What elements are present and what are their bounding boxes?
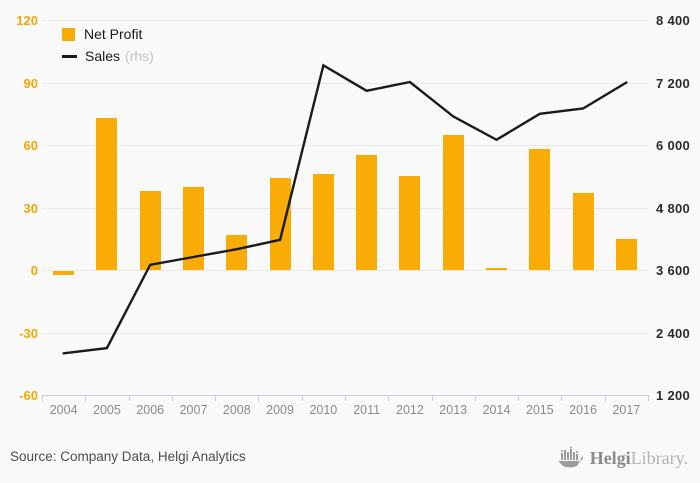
net-profit-bar [139, 190, 161, 270]
x-axis-label: 2008 [222, 403, 251, 417]
net-profit-bar [486, 267, 507, 270]
source-note: Source: Company Data, Helgi Analytics [10, 449, 246, 464]
legend: Net Profit Sales (rhs) [62, 26, 154, 71]
x-axis-label: 2010 [309, 403, 338, 417]
x-axis-tick [258, 395, 260, 401]
right-axis-label: 3 600 [656, 263, 691, 278]
net-profit-bar [442, 134, 464, 270]
x-axis-label: 2011 [353, 403, 381, 417]
grid-line [42, 20, 648, 21]
grid-line [42, 82, 648, 84]
x-axis-label: 2004 [49, 403, 78, 417]
left-axis-label: 0 [30, 263, 38, 278]
right-axis-label: 6 000 [656, 138, 691, 153]
x-axis-tick [474, 395, 476, 401]
x-axis-tick [518, 395, 520, 401]
net-profit-bar [183, 186, 204, 270]
net-profit-bar [269, 178, 291, 270]
helgi-library-logo: HelgiLibrary. [557, 446, 688, 470]
right-axis-label: 4 800 [656, 200, 691, 216]
x-axis-tick [42, 395, 43, 401]
helgi-ship-icon [557, 446, 583, 468]
left-axis-label: 120 [16, 13, 38, 28]
logo-wordmark: HelgiLibrary. [590, 448, 688, 469]
left-axis-label: 90 [23, 75, 38, 91]
right-axis-label: 7 200 [656, 75, 691, 91]
x-axis-tick [561, 395, 563, 401]
grid-line [42, 332, 648, 334]
logo-helgi: Helgi [589, 447, 631, 468]
sales-line-swatch-icon [62, 54, 77, 58]
net-profit-bar [226, 234, 248, 270]
x-axis-tick [388, 395, 390, 401]
x-axis-label: 2007 [179, 403, 208, 417]
right-axis-label: 8 400 [656, 13, 691, 28]
left-axis-label: -30 [19, 325, 38, 341]
x-axis-label: 2015 [525, 403, 554, 417]
x-axis-label: 2013 [439, 403, 468, 417]
left-axis-label: -60 [19, 388, 38, 403]
net-profit-bar [356, 155, 378, 270]
x-axis-label: 2005 [93, 403, 121, 417]
x-axis-tick [171, 395, 173, 401]
net-profit-bar [96, 117, 118, 270]
x-axis-tick [604, 395, 606, 401]
x-axis-label: 2016 [569, 403, 597, 417]
x-axis-label: 2009 [266, 403, 294, 417]
x-axis-tick [128, 395, 130, 401]
x-axis-label: 2012 [396, 403, 424, 417]
logo-library: Library. [630, 447, 688, 468]
net-profit-bar [399, 176, 421, 270]
grid-line [42, 270, 648, 271]
legend-net-profit-label: Net Profit [84, 26, 143, 42]
legend-sales-suffix: (rhs) [125, 48, 154, 64]
x-axis-tick [215, 395, 217, 401]
x-axis-label: 2014 [482, 403, 511, 417]
net-profit-swatch-icon [62, 27, 75, 41]
left-axis-label: 30 [23, 200, 38, 216]
left-axis-label: 60 [23, 138, 38, 153]
legend-sales-label: Sales [85, 48, 121, 64]
x-axis-tick [85, 395, 87, 401]
net-profit-bar [572, 192, 594, 270]
right-axis-label: 1 200 [656, 388, 691, 403]
right-axis-label: 2 400 [656, 325, 691, 341]
grid-line [42, 207, 648, 209]
legend-item-sales: Sales (rhs) [62, 48, 154, 64]
x-axis-label: 2017 [612, 403, 641, 417]
net-profit-bar [615, 238, 637, 270]
grid-line [42, 145, 648, 146]
legend-item-net-profit: Net Profit [62, 26, 154, 42]
net-profit-bar [312, 174, 334, 270]
x-axis-tick [301, 395, 303, 401]
x-axis-tick [345, 395, 346, 401]
x-axis-tick [648, 395, 649, 401]
net-profit-bar [529, 149, 551, 270]
x-axis-tick [431, 395, 433, 401]
net-profit-bar [53, 271, 75, 276]
x-axis-label: 2006 [136, 403, 165, 417]
